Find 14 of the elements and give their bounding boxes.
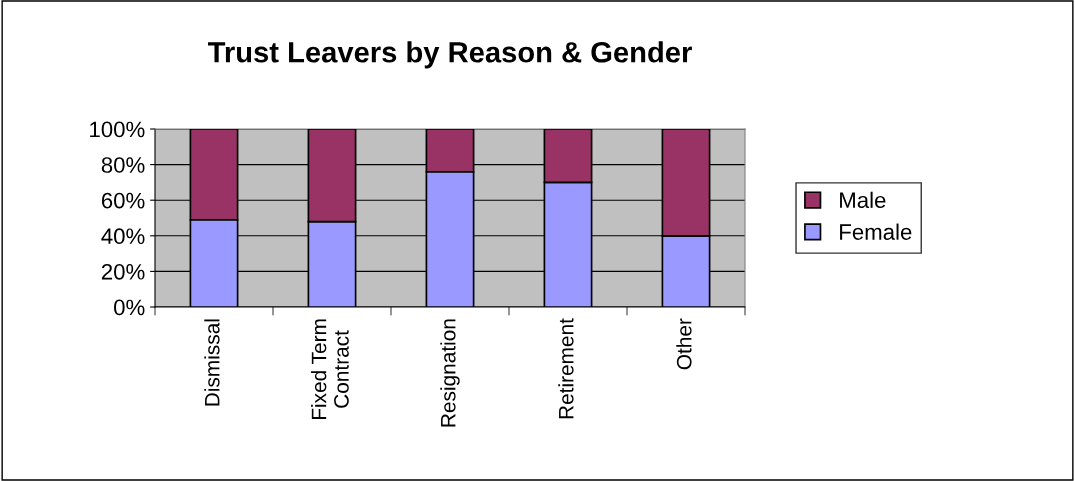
legend-label: Male: [840, 191, 886, 209]
x-tick-label: Resignation: [440, 319, 460, 427]
y-tick-label: 0%: [114, 299, 145, 316]
y-tick-label: 80%: [101, 157, 145, 173]
y-tick-label: 100%: [90, 121, 145, 138]
y-tick-label: 20%: [101, 263, 145, 280]
legend-label: Female: [840, 223, 912, 240]
chart-title: Trust Leavers by Reason & Gender: [208, 41, 692, 69]
x-tick-label: Retirement: [558, 318, 574, 419]
y-tick-label: 60%: [101, 192, 145, 209]
x-tick-label: Other: [676, 318, 692, 370]
y-tick-label: 40%: [101, 228, 145, 245]
x-tick-label: Fixed Term Contract: [311, 319, 349, 420]
x-tick-label: Dismissal: [204, 319, 220, 406]
